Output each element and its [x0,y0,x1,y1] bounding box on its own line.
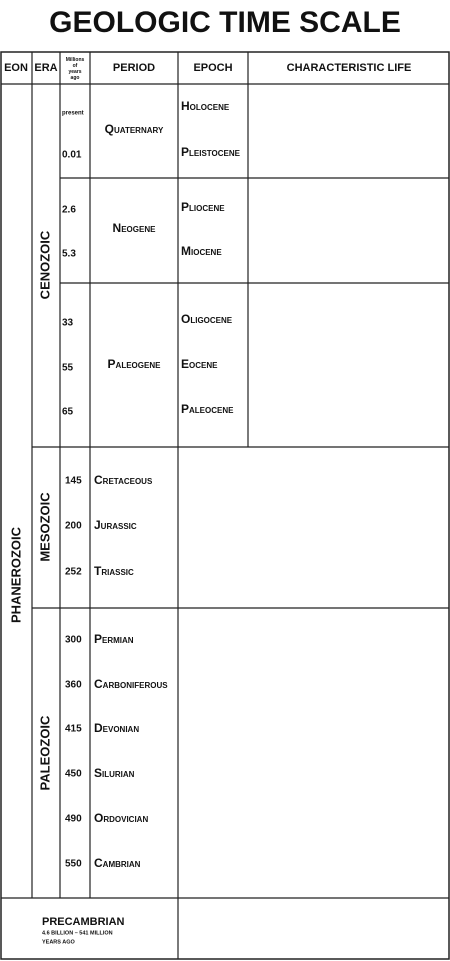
period: Neogene [113,221,157,235]
time: 0.01 [62,150,82,161]
era: MESOZOIC [37,492,52,562]
epoch: Holocene [181,99,230,113]
period: Triassic [94,564,134,578]
time: 415 [65,724,82,735]
time: 33 [62,318,74,329]
time: 550 [65,859,82,870]
epoch: Miocene [181,244,222,258]
precambrian-unit: YEARS AGO [42,939,76,945]
column-header: ERA [34,62,57,74]
time: 65 [62,407,74,418]
era: CENOZOIC [37,230,52,299]
period: Carboniferous [94,677,168,691]
epoch: Pliocene [181,200,225,214]
time: 252 [65,567,82,578]
time: present [62,111,84,117]
epoch: Oligocene [181,312,233,326]
time: 55 [62,363,74,374]
period: Ordovician [94,811,148,825]
precambrian-name: PRECAMBRIAN [42,916,125,928]
column-header: CHARACTERISTIC LIFE [287,62,412,74]
epoch: Pleistocene [181,145,241,159]
time: 450 [65,769,82,780]
period: Permian [94,632,134,646]
epoch: Paleocene [181,402,234,416]
time: 2.6 [62,205,76,216]
precambrian-span: 4.6 BILLION – 541 MILLION [42,930,113,936]
time: 200 [65,521,82,532]
column-header: EON [4,62,28,74]
time: 145 [65,476,82,487]
epoch: Eocene [181,357,218,371]
period: Devonian [94,721,139,735]
eon: PHANEROZOIC [8,526,23,623]
period: Paleogene [108,357,162,371]
period: Cambrian [94,856,141,870]
time: 300 [65,635,82,646]
column-header: PERIOD [113,62,155,74]
column-header: Millions of years ago [66,57,85,81]
period: Silurian [94,766,135,780]
time: 5.3 [62,249,76,260]
period: Jurassic [94,518,137,532]
period: Cretaceous [94,473,153,487]
period: Quaternary [105,122,164,136]
table-border [0,51,450,960]
grid [1,52,449,959]
title: GEOLOGIC TIME SCALE [49,6,401,39]
column-header: EPOCH [193,62,232,74]
time: 360 [65,680,82,691]
era: PALEOZOIC [37,715,52,790]
time: 490 [65,814,82,825]
